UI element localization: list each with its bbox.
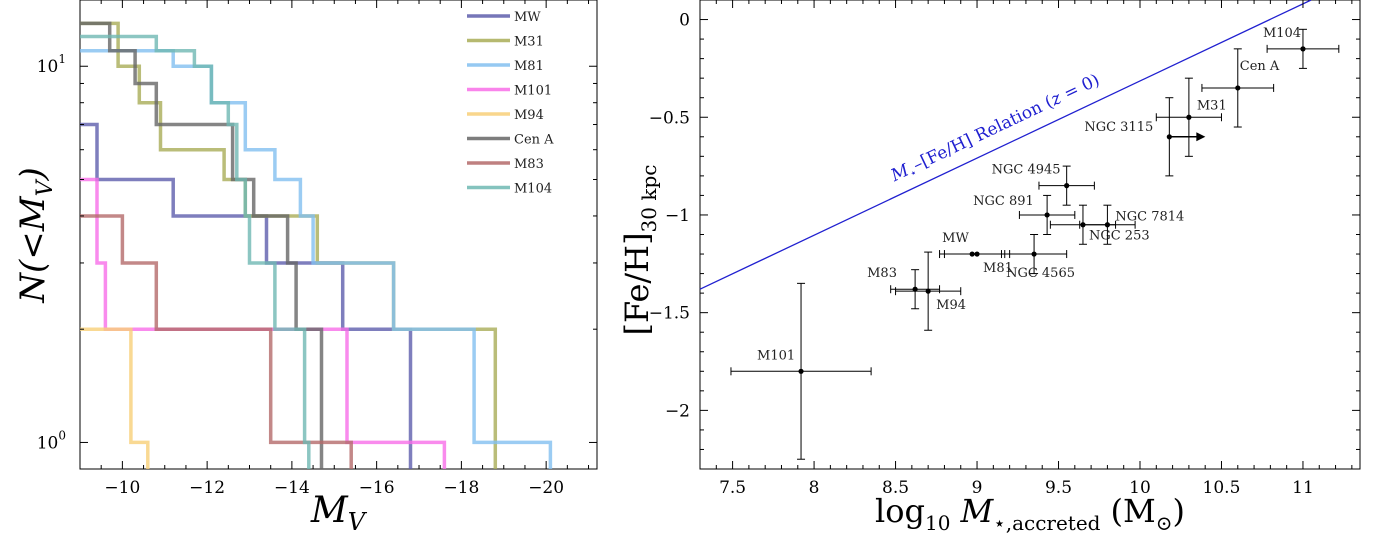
right-x-tick-label: 11: [1292, 478, 1314, 498]
point-label-cen-a: Cen A: [1240, 59, 1280, 74]
point-label-ngc-7814: NGC 7814: [1115, 210, 1184, 225]
point-marker: [1167, 134, 1172, 139]
point-label-ngc-4945: NGC 4945: [992, 163, 1061, 178]
right-x-axis-title-m: M: [959, 492, 994, 530]
point-marker: [1045, 212, 1050, 217]
right-y-tick-label: −1: [665, 206, 690, 226]
right-axis-ticks: 7.5 8 8.5 9 9.5 10 10.5 110−0.5−1−1.5−2: [649, 0, 1360, 498]
relation-line: [700, 0, 1311, 289]
right-y-tick-label: −0.5: [649, 108, 690, 128]
point-marker: [1105, 222, 1110, 227]
point-marker: [1064, 183, 1069, 188]
right-x-axis-title-base: 10: [925, 511, 950, 533]
data-point-m83: M83: [867, 266, 939, 309]
point-marker: [1031, 251, 1036, 256]
data-point-ngc-3115: NGC 3115: [1084, 98, 1205, 176]
point-marker: [1186, 115, 1191, 120]
right-x-axis-title: log10 M⋆,accreted (M⊙): [875, 492, 1185, 533]
point-marker: [798, 369, 803, 374]
right-x-axis-title-unit: (M: [1110, 492, 1155, 530]
point-label-mw: MW: [942, 231, 969, 246]
point-label-m31: M31: [1197, 98, 1227, 113]
data-point-ngc-891: NGC 891: [973, 194, 1075, 235]
data-point-ngc-4565: NGC 4565: [1001, 235, 1075, 282]
data-point-cen-a: Cen A: [1202, 49, 1280, 127]
mass-metallicity-relation-group: M⋆–[Fe/H] Relation (z = 0): [700, 0, 1311, 289]
point-label-m83: M83: [867, 266, 897, 281]
right-x-tick-label: 10.5: [1203, 478, 1241, 498]
lower-limit-arrowhead: [1196, 132, 1205, 141]
right-y-tick-label: −2: [665, 401, 690, 421]
point-marker: [913, 287, 918, 292]
point-marker: [1235, 85, 1240, 90]
point-label-ngc-4565: NGC 4565: [1006, 266, 1075, 281]
right-x-tick-label: 9.5: [1045, 478, 1072, 498]
right-x-tick-label: 7.5: [719, 478, 746, 498]
right-x-tick-label: 8: [809, 478, 820, 498]
point-marker: [1300, 46, 1305, 51]
point-label-m94: M94: [936, 298, 966, 313]
point-marker: [974, 251, 979, 256]
right-x-axis-title-log: log: [875, 492, 925, 530]
right-y-axis-title-sub: 30 kpc: [637, 165, 661, 233]
data-point-m101: M101: [731, 283, 871, 459]
point-label-m104: M104: [1263, 26, 1301, 41]
right-x-axis-title-sub: ⋆,accreted: [993, 511, 1100, 533]
point-label-m101: M101: [757, 348, 795, 363]
point-label-ngc-3115: NGC 3115: [1084, 120, 1153, 135]
right-y-axis-title: [Fe/H]30 kpc: [618, 165, 661, 336]
right-x-axis-title-sun: ⊙: [1156, 511, 1173, 533]
right-y-tick-label: 0: [679, 11, 690, 31]
point-label-ngc-891: NGC 891: [973, 194, 1034, 209]
data-point-m94: M94: [896, 252, 966, 330]
data-point-m31: M31: [1156, 78, 1226, 156]
point-label-ngc-253: NGC 253: [1089, 229, 1150, 244]
right-y-axis-title-main: [Fe/H]: [618, 232, 656, 335]
right-x-axis-title-close: ): [1173, 492, 1185, 530]
